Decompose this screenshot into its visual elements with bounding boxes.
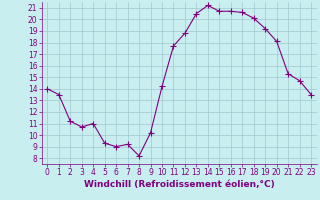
X-axis label: Windchill (Refroidissement éolien,°C): Windchill (Refroidissement éolien,°C) [84, 180, 275, 189]
